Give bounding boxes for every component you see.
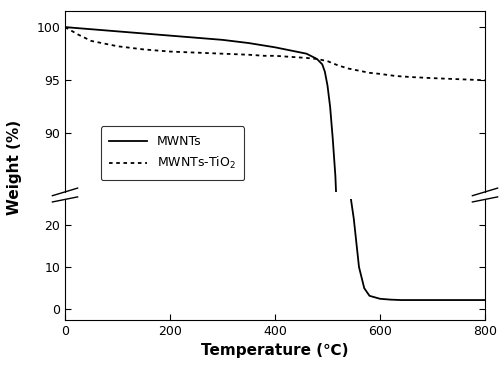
MWNTs-TiO$_2$ bbox=[304, 56, 310, 60]
MWNTs-TiO$_2$ bbox=[75, 32, 81, 37]
MWNTs bbox=[330, 137, 336, 141]
MWNTs-TiO$_2$ bbox=[408, 75, 414, 79]
MWNTs-TiO$_2$ bbox=[88, 39, 94, 43]
MWNTs bbox=[338, 344, 344, 348]
MWNTs-TiO$_2$ bbox=[272, 54, 278, 58]
MWNTs-TiO$_2$ bbox=[167, 49, 173, 54]
MWNTs-TiO$_2$ bbox=[456, 77, 462, 81]
MWNTs bbox=[327, 105, 333, 109]
MWNTs-TiO$_2$ bbox=[262, 54, 268, 58]
MWNTs bbox=[319, 62, 325, 67]
MWNTs bbox=[322, 70, 328, 74]
MWNTs-TiO$_2$ bbox=[335, 63, 341, 68]
MWNTs bbox=[141, 31, 147, 36]
MWNTs bbox=[246, 41, 252, 45]
Legend: MWNTs, MWNTs-TiO$_2$: MWNTs, MWNTs-TiO$_2$ bbox=[100, 126, 244, 180]
MWNTs-TiO$_2$ bbox=[482, 78, 488, 83]
Text: Weight (%): Weight (%) bbox=[8, 120, 22, 215]
MWNTs bbox=[332, 174, 338, 178]
MWNTs bbox=[272, 45, 278, 49]
MWNTs bbox=[324, 83, 330, 88]
MWNTs-TiO$_2$ bbox=[430, 76, 436, 80]
MWNTs bbox=[167, 33, 173, 38]
MWNTs-TiO$_2$ bbox=[141, 47, 147, 52]
MWNTs-TiO$_2$ bbox=[220, 51, 226, 56]
MWNTs-TiO$_2$ bbox=[288, 55, 294, 59]
MWNTs-TiO$_2$ bbox=[193, 50, 199, 55]
X-axis label: Temperature (℃): Temperature (℃) bbox=[201, 343, 349, 358]
MWNTs bbox=[314, 57, 320, 61]
MWNTs-TiO$_2$ bbox=[393, 74, 399, 78]
MWNTs bbox=[193, 35, 199, 40]
Line: MWNTs-TiO$_2$: MWNTs-TiO$_2$ bbox=[65, 27, 485, 80]
MWNTs bbox=[335, 237, 341, 242]
Line: MWNTs: MWNTs bbox=[65, 27, 485, 372]
MWNTs bbox=[220, 38, 226, 42]
MWNTs bbox=[288, 48, 294, 53]
MWNTs bbox=[75, 26, 81, 31]
MWNTs-TiO$_2$ bbox=[366, 71, 372, 75]
MWNTs-TiO$_2$ bbox=[114, 44, 120, 48]
MWNTs-TiO$_2$ bbox=[356, 68, 362, 73]
MWNTs bbox=[88, 27, 94, 32]
MWNTs-TiO$_2$ bbox=[62, 25, 68, 29]
MWNTs-TiO$_2$ bbox=[377, 72, 383, 76]
MWNTs bbox=[114, 29, 120, 33]
MWNTs-TiO$_2$ bbox=[314, 57, 320, 61]
MWNTs-TiO$_2$ bbox=[346, 66, 352, 71]
MWNTs-TiO$_2$ bbox=[324, 59, 330, 63]
MWNTs-TiO$_2$ bbox=[246, 52, 252, 57]
MWNTs bbox=[304, 51, 310, 56]
MWNTs bbox=[62, 25, 68, 29]
